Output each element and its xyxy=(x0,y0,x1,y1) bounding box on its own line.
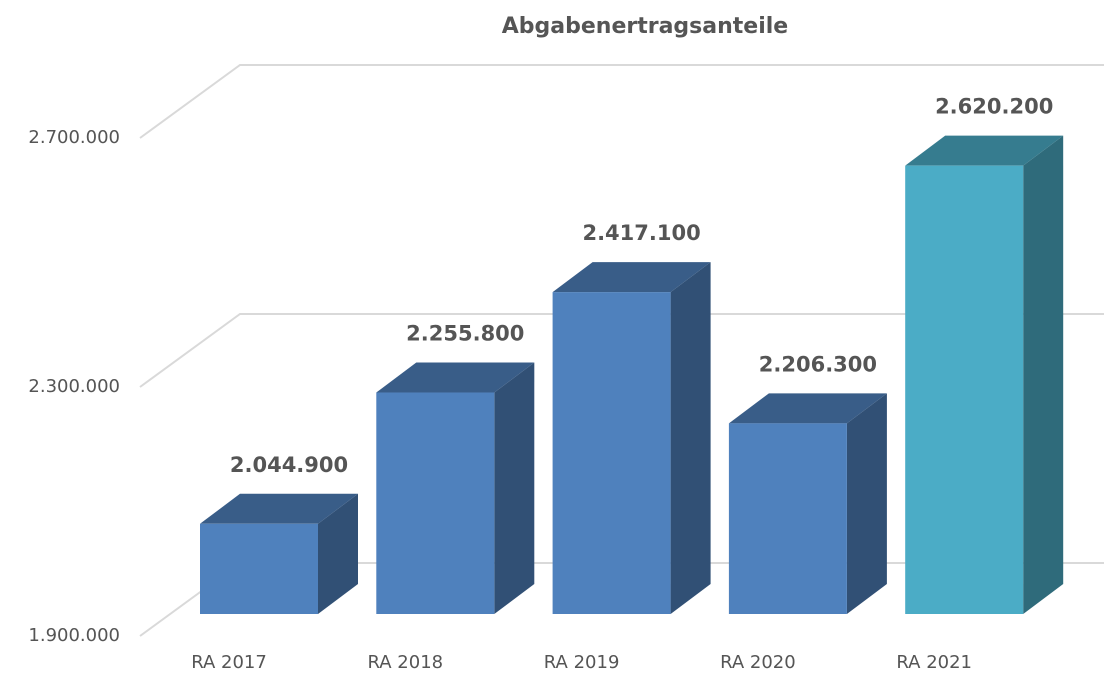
y-tick-label: 2.300.000 xyxy=(28,376,120,397)
x-tick-label: RA 2018 xyxy=(367,652,443,673)
x-tick-label: RA 2021 xyxy=(896,652,972,673)
bar-side xyxy=(846,393,887,614)
grid-line xyxy=(139,64,1104,139)
y-tick-label: 2.700.000 xyxy=(28,127,120,148)
bar-side xyxy=(1023,135,1064,614)
bar-side xyxy=(670,262,711,614)
bar xyxy=(728,423,847,614)
grid-line xyxy=(139,313,1104,388)
value-label: 2.044.900 xyxy=(230,453,348,477)
bar-top xyxy=(905,135,1064,166)
bar xyxy=(552,292,671,614)
x-tick-label: RA 2019 xyxy=(544,652,620,673)
value-label: 2.255.800 xyxy=(406,322,524,346)
bar-top xyxy=(376,362,535,393)
bar-top xyxy=(200,493,358,524)
x-tick-label: RA 2020 xyxy=(720,652,796,673)
x-tick-label: RA 2017 xyxy=(191,652,267,673)
value-label: 2.417.100 xyxy=(582,221,700,245)
bar-top xyxy=(728,393,887,424)
bar xyxy=(376,392,495,614)
y-tick-label: 1.900.000 xyxy=(28,625,120,646)
bar-top xyxy=(552,262,711,293)
bar xyxy=(200,523,318,614)
value-label: 2.206.300 xyxy=(759,352,877,376)
chart-title: Abgabenertragsanteile xyxy=(502,14,788,39)
bar xyxy=(905,165,1024,614)
value-label: 2.620.200 xyxy=(935,95,1053,119)
bar-side xyxy=(494,362,535,614)
bar-side xyxy=(318,493,358,614)
